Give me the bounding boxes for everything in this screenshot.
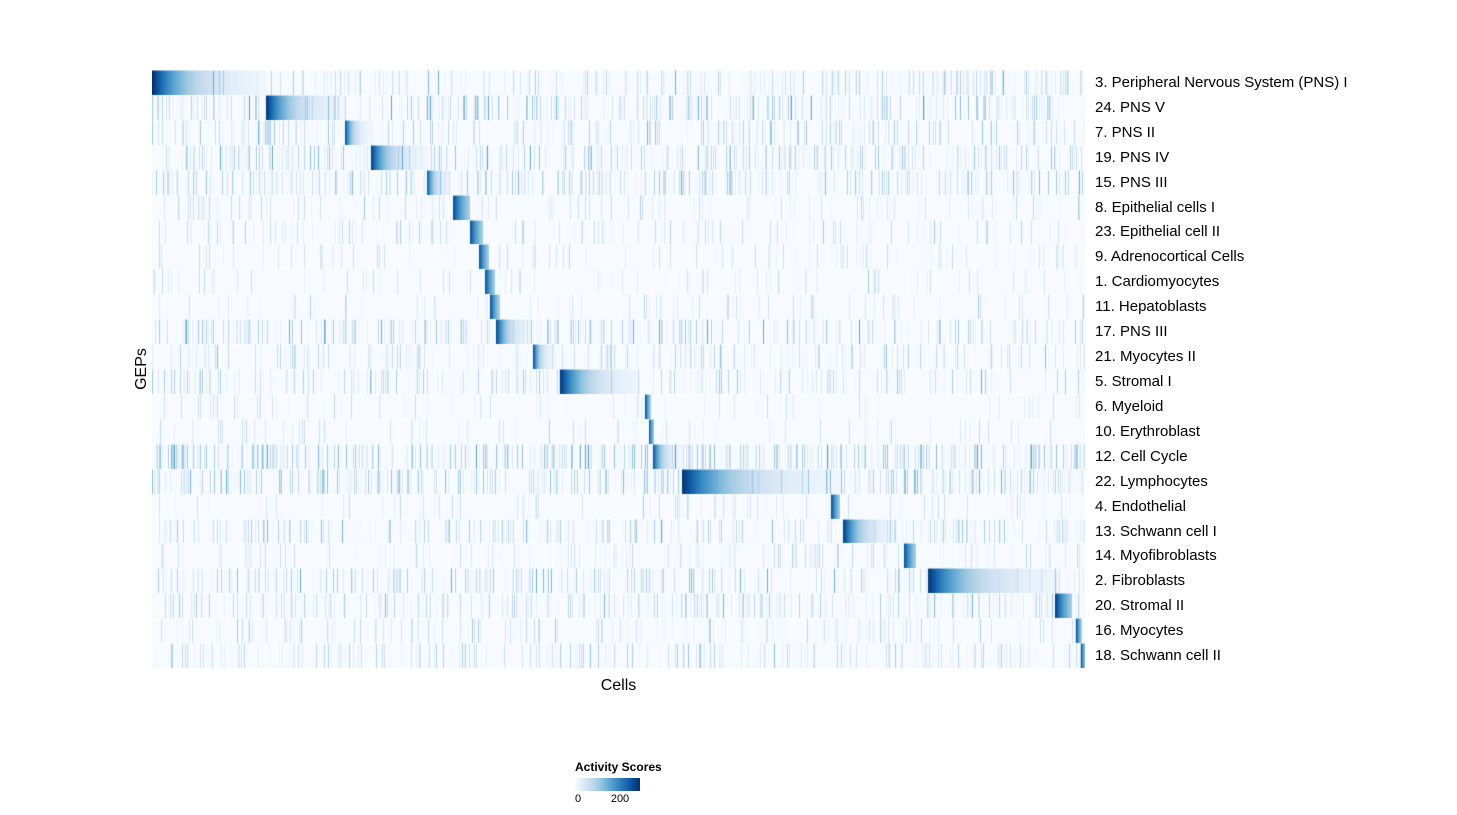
row-label: 8. Epithelial cells I — [1095, 198, 1216, 216]
row-label: 24. PNS V — [1095, 98, 1166, 116]
row-label: 17. PNS III — [1095, 323, 1168, 341]
activity-scores-legend: Activity Scores 0 200 — [575, 760, 715, 807]
heatmap-canvas — [152, 70, 1085, 668]
legend-gradient-bar — [575, 778, 640, 791]
row-label: 15. PNS III — [1095, 173, 1168, 191]
row-label: 18. Schwann cell II — [1095, 647, 1221, 665]
row-label: 9. Adrenocortical Cells — [1095, 248, 1245, 266]
row-label: 6. Myeloid — [1095, 397, 1164, 415]
legend-title: Activity Scores — [575, 760, 662, 774]
row-label: 11. Hepatoblasts — [1095, 298, 1207, 316]
row-label: 3. Peripheral Nervous System (PNS) I — [1095, 73, 1348, 91]
row-label: 22. Lymphocytes — [1095, 472, 1208, 490]
legend-tick-max: 200 — [610, 793, 630, 805]
row-label: 7. PNS II — [1095, 123, 1156, 141]
row-label: 23. Epithelial cell II — [1095, 223, 1221, 241]
row-label: 20. Stromal II — [1095, 597, 1185, 615]
x-axis-label: Cells — [600, 677, 637, 694]
y-axis-label: GEPs — [133, 348, 150, 390]
row-label: 4. Endothelial — [1095, 497, 1186, 515]
row-labels: 3. Peripheral Nervous System (PNS) I 24. … — [1095, 70, 1455, 668]
row-label: 12. Cell Cycle — [1095, 447, 1188, 465]
row-label: 13. Schwann cell I — [1095, 522, 1217, 540]
row-label: 16. Myocytes — [1095, 622, 1184, 640]
row-label: 2. Fibroblasts — [1095, 572, 1186, 590]
row-label: 21. Myocytes II — [1095, 348, 1196, 366]
legend-ticks: 0 200 — [575, 793, 640, 807]
legend-tick-min: 0 — [574, 793, 582, 805]
row-label: 1. Cardiomyocytes — [1095, 273, 1220, 291]
row-label: 14. Myofibroblasts — [1095, 547, 1217, 565]
row-label: 5. Stromal I — [1095, 373, 1172, 391]
row-label: 10. Erythroblast — [1095, 422, 1201, 440]
row-label: 19. PNS IV — [1095, 148, 1170, 166]
